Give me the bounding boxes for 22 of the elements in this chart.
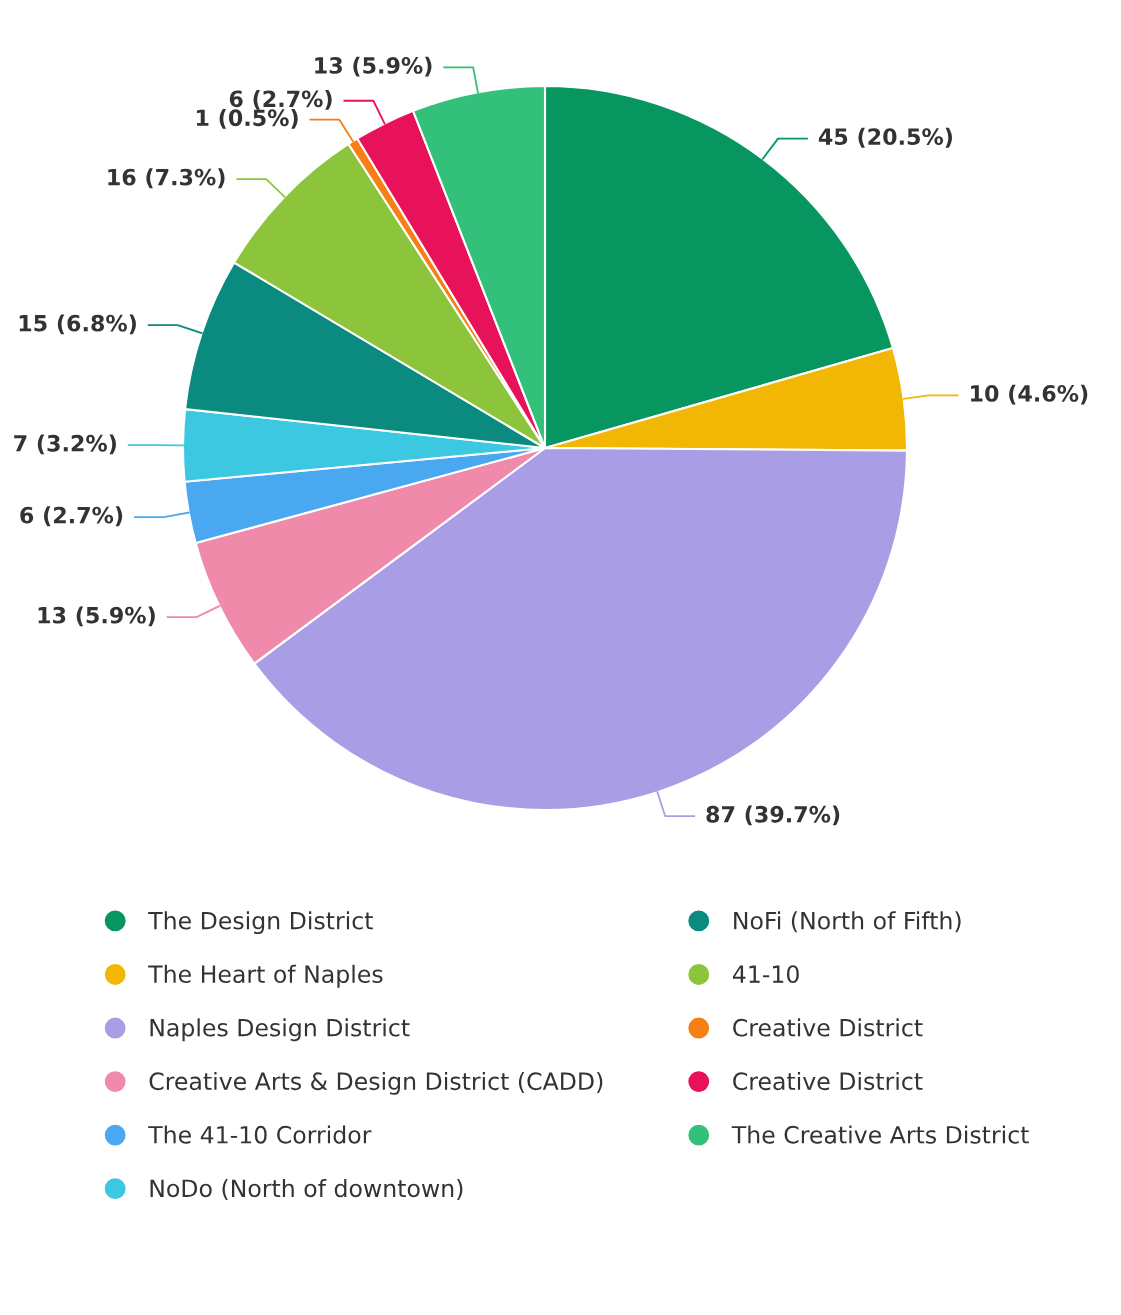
legend-label: The Heart of Naples xyxy=(148,964,383,988)
data-label: 15 (6.8%) xyxy=(19,314,136,335)
legend-label: NoFi (North of Fifth) xyxy=(734,911,961,933)
data-label: 6 (2.7%) xyxy=(20,506,123,527)
legend-label: The 41-10 Corridor xyxy=(148,1125,372,1144)
legend-label: Creative Arts & Design District (CADD) xyxy=(149,1071,603,1095)
legend-label: The Creative Arts District xyxy=(731,1125,1029,1144)
data-label: 10 (4.6%) xyxy=(971,384,1088,405)
data-label: 16 (7.3%) xyxy=(108,168,225,189)
legend-label: Creative District xyxy=(733,1071,923,1091)
data-label: 87 (39.7%) xyxy=(706,805,840,826)
data-label: 6 (2.7%) xyxy=(229,90,332,110)
data-label: 13 (5.9%) xyxy=(38,606,155,627)
data-label: 45 (20.5%) xyxy=(818,127,953,148)
legend-label: Creative District xyxy=(733,1018,923,1037)
data-label: 13 (5.9%) xyxy=(315,56,432,77)
legend-label: The Design District xyxy=(148,911,373,935)
legend-label: Naples Design District xyxy=(150,1018,410,1042)
legend-label: 41-10 xyxy=(732,965,799,984)
legend-label: NoDo (North of downtown) xyxy=(150,1178,463,1201)
data-label: 7 (3.2%) xyxy=(14,434,116,455)
data-label: 1 (0.5%) xyxy=(196,108,298,129)
